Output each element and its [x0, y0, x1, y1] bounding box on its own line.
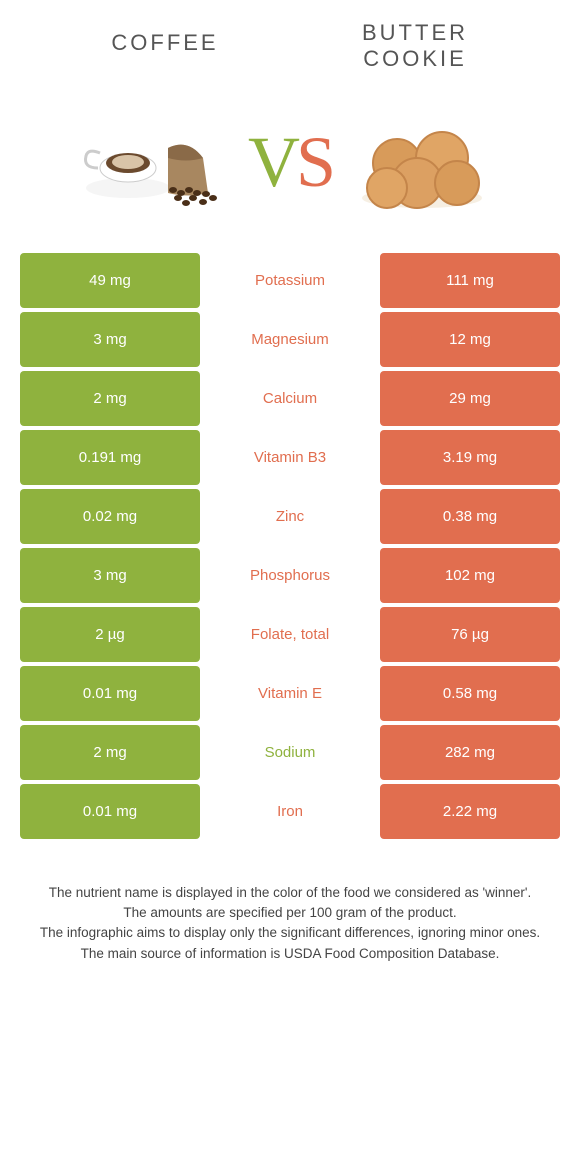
right-value: 102 mg — [380, 548, 560, 603]
left-value: 0.02 mg — [20, 489, 200, 544]
nutrient-label: Calcium — [200, 371, 380, 426]
right-value: 111 mg — [380, 253, 560, 308]
footer-line-4: The main source of information is USDA F… — [30, 944, 550, 964]
table-row: 2 mgCalcium29 mg — [20, 371, 560, 426]
left-value: 2 µg — [20, 607, 200, 662]
nutrient-label: Folate, total — [200, 607, 380, 662]
cookie-title-line2: COOKIE — [363, 46, 467, 71]
nutrient-label: Vitamin B3 — [200, 430, 380, 485]
right-value: 282 mg — [380, 725, 560, 780]
header: COFFEE BUTTER COOKIE — [0, 0, 580, 83]
header-left-title: COFFEE — [40, 20, 290, 73]
left-value: 3 mg — [20, 312, 200, 367]
header-right-title: BUTTER COOKIE — [290, 20, 540, 73]
right-value: 0.58 mg — [380, 666, 560, 721]
nutrient-label: Vitamin E — [200, 666, 380, 721]
table-row: 0.01 mgVitamin E0.58 mg — [20, 666, 560, 721]
table-row: 0.01 mgIron2.22 mg — [20, 784, 560, 839]
left-value: 0.191 mg — [20, 430, 200, 485]
footer-line-1: The nutrient name is displayed in the co… — [30, 883, 550, 903]
nutrient-label: Phosphorus — [200, 548, 380, 603]
left-value: 2 mg — [20, 371, 200, 426]
table-row: 2 mgSodium282 mg — [20, 725, 560, 780]
coffee-title: COFFEE — [40, 30, 290, 56]
table-row: 0.191 mgVitamin B33.19 mg — [20, 430, 560, 485]
table-row: 49 mgPotassium111 mg — [20, 253, 560, 308]
table-row: 3 mgMagnesium12 mg — [20, 312, 560, 367]
footer-line-3: The infographic aims to display only the… — [30, 923, 550, 943]
right-value: 29 mg — [380, 371, 560, 426]
right-value: 3.19 mg — [380, 430, 560, 485]
cookie-title-line1: BUTTER — [362, 20, 468, 45]
left-value: 0.01 mg — [20, 666, 200, 721]
left-value: 3 mg — [20, 548, 200, 603]
left-value: 0.01 mg — [20, 784, 200, 839]
vs-label: VS — [248, 121, 332, 204]
right-value: 0.38 mg — [380, 489, 560, 544]
left-value: 49 mg — [20, 253, 200, 308]
cookie-title: BUTTER COOKIE — [290, 20, 540, 73]
right-value: 2.22 mg — [380, 784, 560, 839]
nutrient-label: Iron — [200, 784, 380, 839]
coffee-image — [78, 103, 238, 223]
nutrient-label: Zinc — [200, 489, 380, 544]
nutrient-label: Potassium — [200, 253, 380, 308]
vs-row: VS — [0, 83, 580, 253]
table-row: 0.02 mgZinc0.38 mg — [20, 489, 560, 544]
vs-s: S — [296, 122, 332, 202]
left-value: 2 mg — [20, 725, 200, 780]
footer-notes: The nutrient name is displayed in the co… — [0, 843, 580, 984]
nutrient-label: Magnesium — [200, 312, 380, 367]
vs-v: V — [248, 122, 296, 202]
table-row: 2 µgFolate, total76 µg — [20, 607, 560, 662]
nutrient-label: Sodium — [200, 725, 380, 780]
comparison-table: 49 mgPotassium111 mg3 mgMagnesium12 mg2 … — [0, 253, 580, 839]
footer-line-2: The amounts are specified per 100 gram o… — [30, 903, 550, 923]
right-value: 12 mg — [380, 312, 560, 367]
right-value: 76 µg — [380, 607, 560, 662]
cookie-image — [342, 103, 502, 223]
table-row: 3 mgPhosphorus102 mg — [20, 548, 560, 603]
